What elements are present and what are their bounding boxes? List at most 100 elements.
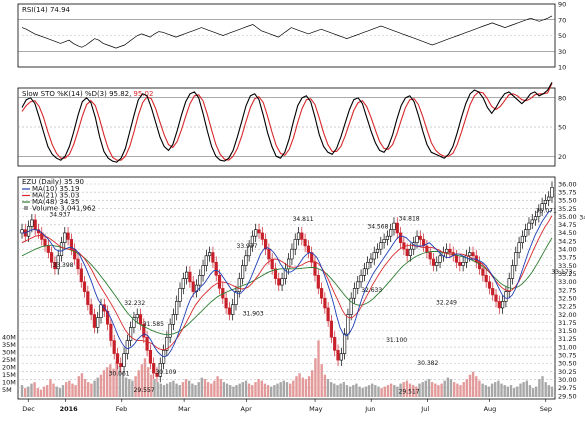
price-tick-1: 35.75	[558, 188, 577, 196]
candle-body	[500, 301, 505, 309]
candle-body	[329, 320, 334, 338]
candle-body	[158, 363, 162, 377]
candle-body	[30, 219, 34, 227]
candle-body	[224, 297, 228, 309]
x-tick-Mar: Mar	[178, 405, 191, 413]
candle-body	[175, 301, 179, 315]
volume-bar	[323, 374, 327, 397]
candle-body	[303, 239, 307, 247]
volume-bar	[367, 385, 371, 397]
volume-bar	[427, 379, 431, 397]
volume-bar	[289, 383, 292, 397]
volume-bar	[535, 386, 538, 397]
volume-bar	[446, 377, 450, 397]
volume-bar	[24, 388, 27, 397]
candle-body	[46, 245, 50, 253]
candle-body	[231, 304, 235, 315]
candle-body	[53, 261, 57, 270]
candle-body	[254, 229, 258, 237]
volume-bar	[153, 379, 156, 397]
price-tick-15: 32.25	[558, 303, 577, 311]
candle-body	[99, 304, 103, 319]
candle-body	[286, 258, 291, 270]
candle-body	[395, 222, 399, 234]
volume-bar	[528, 385, 532, 397]
candle-body	[237, 278, 241, 292]
candle-body	[241, 265, 245, 279]
volume-bar	[115, 361, 118, 397]
price-annotation: 30.109	[155, 369, 176, 376]
price-tick-7: 34.25	[558, 237, 577, 245]
volume-bar	[247, 383, 251, 397]
candle-body	[267, 248, 271, 260]
candle-body	[69, 239, 73, 250]
candle-body	[168, 323, 172, 338]
price-tick-6: 34.50	[558, 229, 577, 237]
candle-body	[431, 258, 436, 266]
candle-body	[352, 288, 357, 299]
volume-bar	[96, 377, 99, 397]
volume-tick-35M: 35M	[2, 341, 16, 349]
price-tick-21: 30.75	[558, 352, 577, 360]
volume-bar	[506, 386, 509, 397]
volume-bar	[184, 379, 188, 397]
price-tick-2: 35.50	[558, 197, 577, 205]
stochastic-d-line	[21, 82, 553, 161]
price-title: EZU (Daily) 35.90	[22, 178, 84, 186]
candle-body	[106, 310, 110, 325]
volume-bar	[36, 388, 39, 397]
stochastic-axis: 80 50 20	[558, 94, 566, 161]
candle-body	[533, 216, 538, 221]
candle-body	[507, 278, 511, 292]
volume-bar	[124, 377, 128, 397]
price-annotation: 29.517	[399, 388, 420, 395]
candle-body	[247, 245, 251, 257]
x-tick-2016: 2016	[60, 405, 79, 413]
volume-bar	[219, 379, 222, 397]
candle-body	[359, 274, 363, 283]
volume-bar	[39, 389, 43, 397]
candle-body	[372, 252, 376, 260]
volume-bar	[402, 382, 405, 397]
volume-bar	[342, 382, 345, 397]
candle-body	[382, 239, 386, 243]
volume-bar	[232, 386, 235, 397]
candle-body	[260, 232, 264, 240]
volume-bar	[494, 382, 497, 397]
volume-bar	[531, 388, 535, 397]
candle-body	[257, 229, 261, 234]
candle-body	[43, 239, 47, 247]
candle-body	[448, 248, 452, 253]
volume-bar	[235, 385, 238, 397]
stochastic-tick-20: 20	[558, 153, 566, 161]
volume-bar	[80, 373, 84, 397]
ma21-line	[21, 215, 553, 351]
candle-body	[185, 271, 189, 279]
candle-body	[234, 291, 238, 305]
volume-bar	[58, 388, 62, 397]
candle-body	[148, 349, 153, 364]
volume-bar	[121, 373, 125, 397]
x-tick-Apr: Apr	[241, 405, 253, 413]
candle-body	[125, 340, 129, 354]
volume-bar	[522, 382, 525, 397]
candle-body	[191, 281, 195, 292]
candle-body	[165, 336, 169, 351]
price-annotation: 34.811	[293, 216, 314, 223]
x-tick-May: May	[309, 405, 323, 413]
volume-bar	[538, 379, 541, 397]
ma48-line	[21, 237, 553, 336]
candle-body	[389, 229, 393, 237]
price-tick-16: 32.00	[558, 311, 577, 319]
candle-body	[181, 278, 185, 289]
candle-body	[445, 248, 449, 253]
price-tick-26: 29.50	[558, 392, 577, 400]
volume-bar	[317, 340, 320, 397]
candle-body	[405, 248, 409, 256]
volume-bar	[99, 374, 103, 397]
price-tick-8: 34.00	[558, 246, 577, 254]
volume-bar	[497, 380, 500, 397]
volume-bar	[475, 376, 478, 397]
volume-bar	[311, 370, 314, 397]
candle-body	[277, 278, 281, 286]
